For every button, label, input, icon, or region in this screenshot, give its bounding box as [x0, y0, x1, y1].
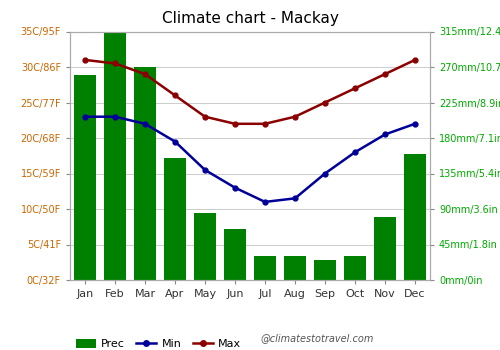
- Bar: [164, 158, 186, 280]
- Bar: [314, 260, 336, 280]
- Bar: [284, 256, 306, 280]
- Bar: [74, 75, 96, 280]
- Bar: [104, 20, 126, 280]
- Bar: [224, 229, 246, 280]
- Bar: [404, 154, 426, 280]
- Bar: [344, 256, 366, 280]
- Title: Climate chart - Mackay: Climate chart - Mackay: [162, 11, 338, 26]
- Text: @climatestotravel.com: @climatestotravel.com: [260, 333, 374, 343]
- Legend: Prec, Min, Max: Prec, Min, Max: [76, 338, 241, 349]
- Bar: [194, 213, 216, 280]
- Bar: [374, 217, 396, 280]
- Bar: [254, 256, 276, 280]
- Bar: [134, 67, 156, 280]
